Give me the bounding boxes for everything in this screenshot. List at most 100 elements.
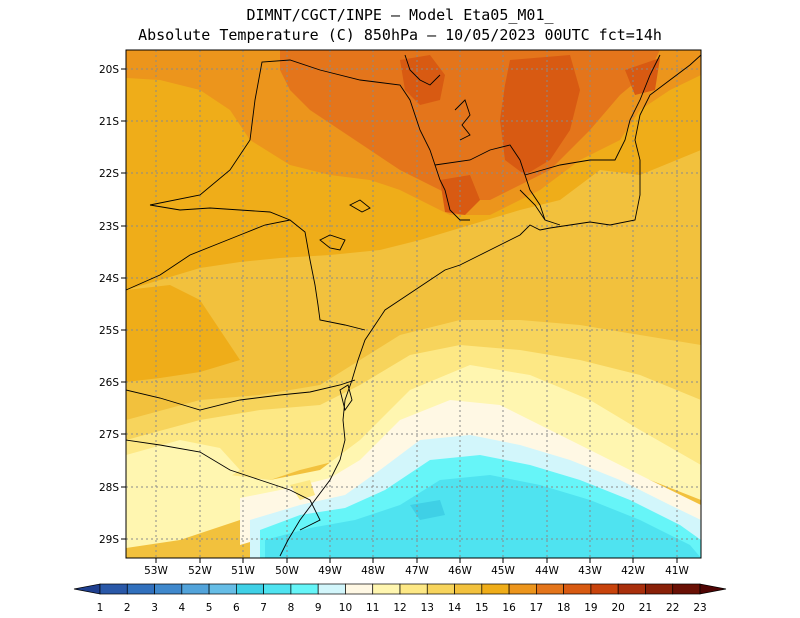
colorbar-segment	[154, 583, 183, 595]
lake-furnas	[454, 99, 471, 141]
field-16-west	[126, 285, 240, 382]
lon-label: 50W	[275, 565, 299, 577]
colorbar-segment	[290, 583, 319, 595]
colorbar-label: 3	[151, 602, 158, 614]
boundary-sp-mg	[149, 59, 470, 221]
colorbar-segment	[508, 583, 537, 595]
boundary-mg-es	[524, 54, 661, 176]
colorbar-segment	[372, 583, 401, 595]
colorbar-label: 9	[315, 602, 322, 614]
field-19-d	[625, 58, 660, 95]
colorbar-label: 23	[693, 602, 706, 614]
field-19-b	[500, 55, 580, 175]
colorbar-segment	[99, 583, 128, 595]
lat-label: 29S	[99, 534, 119, 546]
latitude-labels: 20S 21S 22S 23S 24S 25S 26S 27S 28S 29S	[99, 64, 126, 546]
colorbar-label: 18	[557, 602, 570, 614]
boundary-mg-rj	[434, 144, 546, 221]
colorbar-arrow-left	[73, 583, 101, 595]
boundary-ms-sp	[149, 204, 291, 221]
colorbar-label: 20	[611, 602, 624, 614]
graticule	[126, 50, 701, 558]
colorbar-segment	[426, 583, 455, 595]
colorbar-segment	[263, 583, 292, 595]
field-12-land	[126, 440, 240, 505]
lon-label: 41W	[665, 565, 689, 577]
colorbar-label: 2	[124, 602, 131, 614]
boundary-ms-pr	[126, 219, 366, 331]
boundary-rj	[519, 189, 561, 226]
colorbar-label: 15	[475, 602, 488, 614]
colorbar-label: 12	[393, 602, 406, 614]
colorbar-label: 11	[366, 602, 379, 614]
longitude-labels: 53W 52W 51W 50W 49W 48W 47W 46W 45W 44W 43W 42W 41W	[144, 558, 689, 577]
colorbar-segment	[126, 583, 155, 595]
boundary-north	[404, 54, 441, 86]
colorbar-segment	[645, 583, 674, 595]
coastline	[279, 54, 701, 557]
lat-label: 22S	[99, 168, 119, 180]
lat-label: 26S	[99, 377, 119, 389]
colorbar-segment	[345, 583, 374, 595]
colorbar-label: 4	[178, 602, 185, 614]
lake-interior	[349, 199, 371, 213]
lagoon	[339, 384, 353, 412]
colorbar-label: 21	[639, 602, 652, 614]
colorbar-label: 1	[97, 602, 104, 614]
lon-label: 45W	[491, 565, 515, 577]
colorbar-label: 8	[288, 602, 295, 614]
field-8	[265, 475, 701, 558]
lon-label: 43W	[578, 565, 602, 577]
field-7-patch	[410, 500, 445, 520]
colorbar-segment	[208, 583, 237, 595]
colorbar-label: 14	[448, 602, 462, 614]
colorbar-segment	[563, 583, 592, 595]
colorbar-label: 17	[530, 602, 543, 614]
colorbar-label: 19	[584, 602, 597, 614]
colorbar-label: 6	[233, 602, 240, 614]
colorbar-label: 5	[206, 602, 213, 614]
field-19-a	[400, 55, 445, 105]
lat-label: 21S	[99, 116, 119, 128]
colorbar-segment	[672, 583, 701, 595]
lat-label: 28S	[99, 482, 119, 494]
colorbar-segment	[399, 583, 428, 595]
colorbar-segment	[317, 583, 346, 595]
lon-label: 44W	[535, 565, 559, 577]
colorbar-segment	[481, 583, 510, 595]
lat-label: 20S	[99, 64, 119, 76]
colorbar-segment	[181, 583, 210, 595]
colorbar-label: 10	[339, 602, 352, 614]
lon-label: 48W	[361, 565, 385, 577]
lon-label: 52W	[188, 565, 212, 577]
boundary-pr-sc	[126, 379, 356, 411]
map-title-line1: DIMNT/CGCT/INPE – Model Eta05_M01_	[246, 6, 554, 24]
colorbar-label: 7	[260, 602, 267, 614]
colorbar-label: 13	[421, 602, 434, 614]
colorbar-label: 16	[502, 602, 516, 614]
boundary-sc-rs	[126, 439, 321, 531]
colorbar-segment	[236, 583, 264, 595]
plot-frame	[125, 49, 702, 559]
lat-label: 24S	[99, 273, 119, 285]
lat-label: 27S	[99, 429, 119, 441]
colorbar-segment	[536, 583, 564, 595]
colorbar-segment	[590, 583, 619, 595]
colorbar-label: 22	[666, 602, 679, 614]
lon-label: 47W	[405, 565, 429, 577]
temperature-field	[126, 50, 701, 558]
lat-label: 23S	[99, 221, 119, 233]
colorbar: 1 2 3 4 5 6 7 8 9 10 11 12 13 14 15 16 17 18 19 20 21 22 23	[73, 583, 727, 614]
lon-label: 49W	[318, 565, 342, 577]
lat-label: 25S	[99, 325, 119, 337]
colorbar-segment	[454, 583, 483, 595]
colorbar-segment	[617, 583, 646, 595]
lon-label: 51W	[231, 565, 255, 577]
map-title-line2: Absolute Temperature (C) 850hPa – 10/05/…	[138, 26, 662, 44]
lake-itaipu	[319, 234, 346, 251]
field-13-patch	[290, 480, 315, 500]
lon-label: 42W	[621, 565, 645, 577]
colorbar-arrow-right	[699, 583, 727, 595]
lon-label: 46W	[448, 565, 472, 577]
